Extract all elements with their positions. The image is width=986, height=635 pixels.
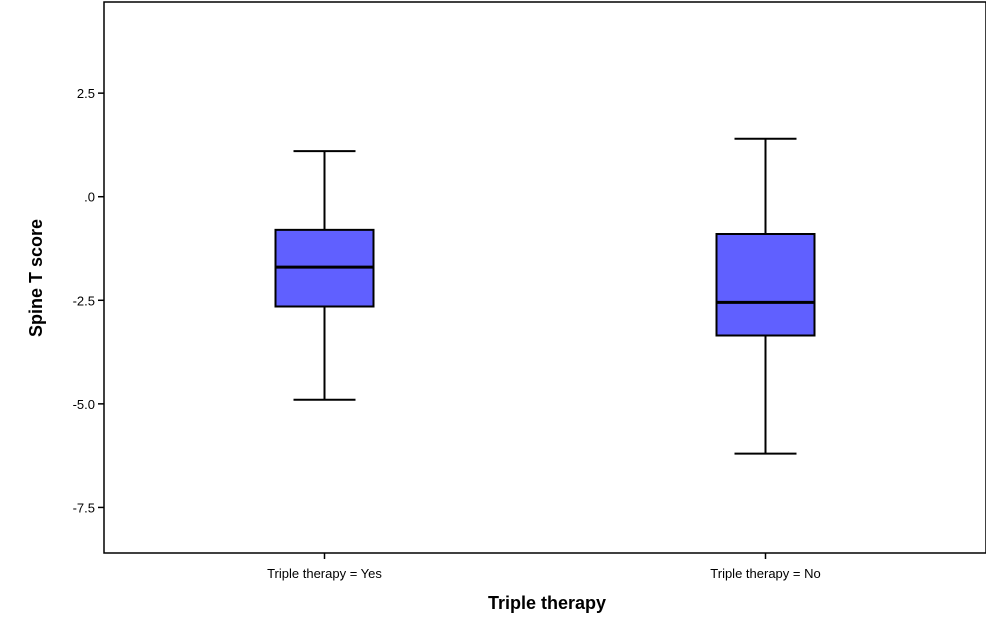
y-tick-label: -5.0 <box>73 397 95 412</box>
y-tick-label: 2.5 <box>77 86 95 101</box>
box-plot-item <box>274 150 375 401</box>
x-tick-label: Triple therapy = Yes <box>267 566 382 581</box>
y-tick-label: .0 <box>84 190 95 205</box>
box-series <box>274 137 816 455</box>
x-axis-title: Triple therapy <box>488 593 606 613</box>
y-axis-title: Spine T score <box>26 219 46 337</box>
y-tick-label: -2.5 <box>73 293 95 308</box>
iqr-box <box>715 233 816 337</box>
x-axis-tick-labels: Triple therapy = Yes Triple therapy = No <box>267 553 821 581</box>
y-tick-label: -7.5 <box>73 500 95 515</box>
box-plot-item <box>715 137 816 455</box>
x-tick-label: Triple therapy = No <box>710 566 820 581</box>
y-axis-ticks: 2.5 .0 -2.5 -5.0 -7.5 <box>73 86 104 515</box>
plot-area <box>103 1 986 554</box>
